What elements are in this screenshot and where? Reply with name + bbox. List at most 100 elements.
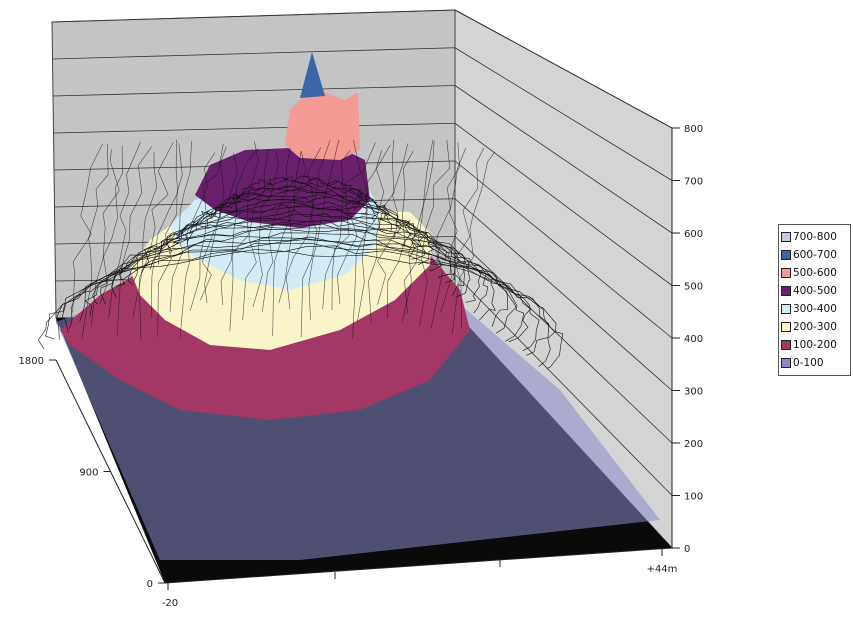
mesh-line bbox=[377, 143, 409, 305]
mesh-line bbox=[151, 139, 179, 318]
x-tick-label: +44m bbox=[647, 564, 678, 575]
mesh-line bbox=[204, 152, 238, 303]
mesh-line bbox=[38, 249, 564, 369]
mesh-line bbox=[252, 152, 280, 308]
legend-item: 300-400 bbox=[781, 300, 850, 318]
gridline-side bbox=[454, 198, 673, 391]
gridline-side bbox=[454, 47, 673, 181]
gridline-side bbox=[454, 160, 673, 339]
z-axis: 0 100 200 300 400 500 600 700 800 bbox=[671, 124, 703, 555]
z-tick-label: 100 bbox=[684, 492, 703, 503]
mesh-line bbox=[132, 151, 158, 317]
mesh-line bbox=[219, 180, 379, 222]
mesh-line bbox=[440, 147, 467, 313]
legend-item: 200-300 bbox=[781, 318, 850, 336]
legend-swatch bbox=[781, 232, 791, 242]
mesh-line bbox=[81, 143, 109, 339]
mesh-line bbox=[84, 232, 517, 334]
surface bbox=[38, 52, 660, 560]
mesh-line bbox=[138, 142, 174, 341]
legend-swatch bbox=[781, 268, 791, 278]
gridline-side bbox=[454, 122, 673, 286]
legend-swatch bbox=[781, 250, 791, 260]
legend-swatch bbox=[781, 358, 791, 368]
legend: 700-800 600-700 500-600 400-500 300-400 200-3… bbox=[778, 224, 851, 376]
mesh-line bbox=[272, 151, 302, 337]
mesh-line bbox=[357, 144, 391, 322]
legend-item: 500-600 bbox=[781, 264, 850, 282]
gridline-back bbox=[51, 9, 456, 23]
mesh-line bbox=[460, 151, 496, 329]
mesh-line bbox=[179, 152, 216, 338]
legend-swatch bbox=[781, 304, 791, 314]
mesh-line bbox=[220, 148, 259, 306]
legend-label: 200-300 bbox=[793, 321, 837, 333]
mesh-line bbox=[108, 141, 141, 318]
legend-label: 300-400 bbox=[793, 303, 837, 315]
legend-label: 700-800 bbox=[793, 231, 837, 243]
legend-item: 0-100 bbox=[781, 354, 850, 372]
depth-axis: 0 900 1800 bbox=[19, 356, 166, 590]
depth-tick-label: 900 bbox=[79, 468, 98, 479]
mesh-line bbox=[404, 139, 434, 314]
mesh-line bbox=[166, 201, 435, 265]
mesh-line bbox=[451, 148, 485, 334]
z-tick-label: 500 bbox=[684, 282, 703, 293]
mesh-line bbox=[300, 140, 331, 338]
depth-tick-label: 0 bbox=[147, 579, 153, 590]
gridline-side bbox=[454, 273, 673, 496]
gridline-back bbox=[52, 85, 456, 97]
legend-swatch bbox=[781, 340, 791, 350]
z-tick-label: 0 bbox=[684, 544, 690, 555]
legend-item: 100-200 bbox=[781, 336, 850, 354]
mesh-line bbox=[91, 149, 120, 326]
legend-label: 600-700 bbox=[793, 249, 837, 261]
mesh-line bbox=[116, 146, 152, 336]
mesh-line bbox=[368, 139, 395, 323]
z-tick-label: 400 bbox=[684, 334, 703, 345]
legend-item: 400-500 bbox=[781, 282, 850, 300]
mesh-line bbox=[322, 149, 351, 310]
legend-swatch bbox=[781, 322, 791, 332]
mesh-line bbox=[308, 139, 340, 321]
mesh-line bbox=[157, 143, 183, 337]
gridline-side bbox=[454, 85, 673, 234]
mesh-line bbox=[169, 141, 192, 312]
mesh-line bbox=[402, 141, 435, 322]
gridline-back bbox=[53, 122, 456, 134]
legend-label: 100-200 bbox=[793, 339, 837, 351]
legend-label: 500-600 bbox=[793, 267, 837, 279]
mesh-line bbox=[336, 142, 376, 305]
mesh-line bbox=[172, 197, 426, 260]
mesh-line bbox=[55, 242, 550, 356]
band-600-700 bbox=[300, 52, 325, 98]
mesh-line bbox=[285, 147, 321, 310]
mesh-line bbox=[278, 151, 307, 304]
mesh-line bbox=[45, 245, 556, 367]
mesh-line bbox=[419, 139, 451, 327]
mesh-line bbox=[99, 145, 123, 305]
mesh-line bbox=[200, 146, 227, 301]
mesh-line bbox=[262, 147, 291, 313]
gridline-side bbox=[454, 9, 673, 129]
legend-item: 700-800 bbox=[781, 228, 850, 246]
legend-label: 400-500 bbox=[793, 285, 837, 297]
mesh-line bbox=[72, 143, 103, 313]
mesh-line bbox=[187, 193, 412, 247]
z-tick-label: 700 bbox=[684, 177, 703, 188]
legend-label: 0-100 bbox=[793, 357, 824, 369]
z-tick-label: 600 bbox=[684, 229, 703, 240]
x-tick-label: -20 bbox=[162, 598, 178, 609]
mesh-line bbox=[190, 143, 224, 311]
depth-tick-label: 1800 bbox=[19, 356, 44, 367]
x-axis: -20 +44m bbox=[162, 547, 678, 609]
surface-mesh bbox=[38, 139, 564, 369]
band-500-600 bbox=[285, 92, 360, 160]
z-tick-label: 300 bbox=[684, 387, 703, 398]
legend-item: 600-700 bbox=[781, 246, 850, 264]
z-tick-label: 800 bbox=[684, 124, 703, 135]
mesh-line bbox=[229, 141, 259, 332]
gridline-back bbox=[52, 47, 456, 60]
mesh-line bbox=[195, 189, 402, 239]
